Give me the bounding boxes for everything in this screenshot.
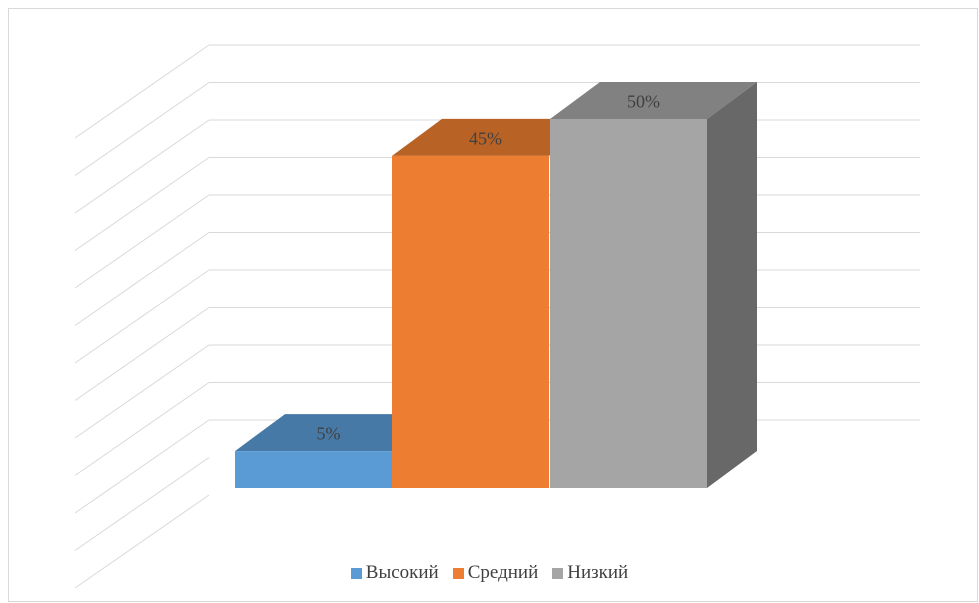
- gridline-side: [74, 419, 210, 514]
- bar-2: [550, 119, 707, 488]
- legend-swatch-nizkiy: [552, 567, 564, 579]
- gridline-side: [74, 494, 210, 589]
- bar-top-0: [235, 414, 442, 452]
- bar-top-2: [550, 82, 757, 119]
- gridline-side: [74, 82, 210, 176]
- legend-label-nizkiy: Низкий: [567, 562, 629, 583]
- data-label-2: 50%: [627, 92, 660, 112]
- legend-label-vysokiy: Высокий: [365, 562, 439, 583]
- bars: [235, 82, 757, 488]
- legend-item-vysokiy: Высокий: [350, 562, 439, 584]
- legend-label-sredniy: Средний: [467, 562, 539, 583]
- gridline-side: [74, 119, 210, 214]
- bar-0: [235, 451, 392, 488]
- legend-item-sredniy: Средний: [452, 562, 539, 584]
- gridline-side: [74, 307, 210, 401]
- gridline-side: [74, 269, 210, 364]
- data-label-0: 5%: [317, 424, 341, 444]
- legend-swatch-vysokiy: [350, 567, 362, 579]
- gridline-side: [74, 457, 210, 551]
- gridline-side: [74, 157, 210, 251]
- data-label-1: 45%: [469, 128, 502, 148]
- gridline-side: [74, 44, 210, 139]
- legend: Высокий Средний Низкий: [0, 562, 979, 584]
- bar-1: [392, 155, 549, 488]
- data-labels: 5% 45% 50%: [317, 92, 661, 444]
- gridline-side: [74, 344, 210, 439]
- legend-item-nizkiy: Низкий: [552, 562, 628, 584]
- gridline-side: [74, 194, 210, 289]
- legend-swatch-sredniy: [452, 567, 464, 579]
- gridline-side: [74, 382, 210, 476]
- gridline-side: [74, 232, 210, 326]
- bar-side-2: [707, 82, 757, 488]
- bar-top-1: [392, 118, 599, 156]
